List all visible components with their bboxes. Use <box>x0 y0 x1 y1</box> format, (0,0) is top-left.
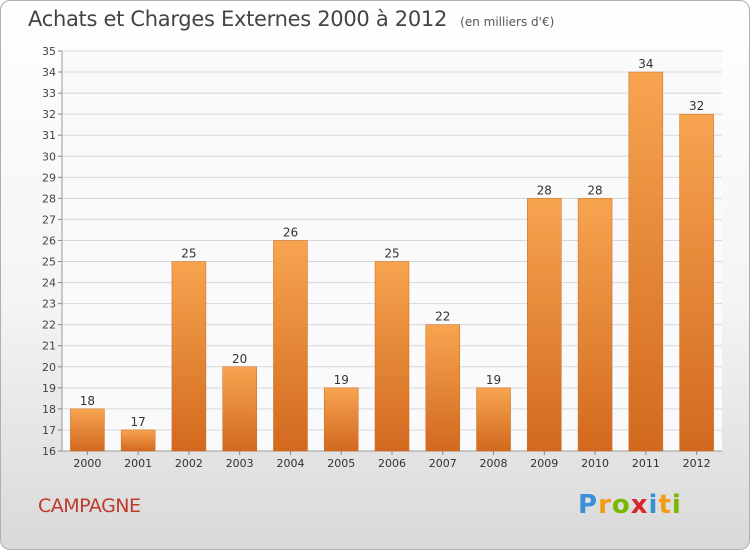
y-tick-label: 17 <box>42 424 56 437</box>
bar <box>476 387 511 452</box>
data-label: 19 <box>486 373 501 387</box>
x-tick-label: 2002 <box>175 457 203 470</box>
logo-letter: r <box>598 490 612 520</box>
x-tick-label: 2009 <box>530 457 558 470</box>
y-tick-label: 25 <box>42 256 56 269</box>
data-label: 26 <box>283 225 298 239</box>
data-label: 18 <box>80 394 95 408</box>
y-tick-label: 21 <box>42 340 56 353</box>
data-label: 32 <box>689 99 704 113</box>
logo-letter: i <box>648 490 659 520</box>
unit-note: (en milliers d'€) <box>460 15 555 29</box>
y-tick-label: 31 <box>42 129 56 142</box>
data-label: 34 <box>638 57 653 71</box>
data-label: 25 <box>384 247 399 261</box>
y-tick-label: 32 <box>42 108 56 121</box>
bar <box>527 198 562 452</box>
logo-letter: P <box>578 490 599 520</box>
y-tick-label: 19 <box>42 382 56 395</box>
y-tick-label: 20 <box>42 361 56 374</box>
chart-title: Achats et Charges Externes 2000 à 2012 <box>28 7 448 31</box>
title-row: Achats et Charges Externes 2000 à 2012 (… <box>28 7 554 31</box>
x-tick-label: 2012 <box>683 457 711 470</box>
x-tick-label: 2008 <box>480 457 508 470</box>
logo-letter: o <box>611 490 631 520</box>
bar <box>628 71 664 452</box>
y-tick-label: 30 <box>42 150 56 163</box>
x-tick-label: 2007 <box>429 457 457 470</box>
y-tick-label: 28 <box>42 192 56 205</box>
data-label: 28 <box>537 183 552 197</box>
bar <box>679 113 714 452</box>
data-label: 28 <box>587 183 602 197</box>
x-tick-label: 2005 <box>327 457 355 470</box>
data-label: 25 <box>181 247 196 261</box>
x-tick-label: 2004 <box>276 457 304 470</box>
bar <box>323 387 359 452</box>
data-label: 19 <box>334 373 349 387</box>
bar <box>222 366 257 452</box>
bar <box>577 198 613 452</box>
commune-name: CAMPAGNE <box>38 495 141 517</box>
x-tick-label: 2003 <box>226 457 254 470</box>
data-label: 20 <box>232 352 247 366</box>
logo-letter: x <box>630 490 649 520</box>
bar <box>374 261 410 452</box>
bar <box>120 429 156 452</box>
y-tick-label: 35 <box>42 45 56 58</box>
bar <box>171 261 207 452</box>
bar <box>273 240 308 452</box>
y-tick-label: 16 <box>42 445 56 458</box>
x-tick-label: 2011 <box>632 457 660 470</box>
y-tick-label: 23 <box>42 298 56 311</box>
x-tick-label: 2006 <box>378 457 406 470</box>
y-tick-label: 26 <box>42 234 56 247</box>
logo-letter: i <box>671 490 682 520</box>
data-label: 17 <box>131 415 146 429</box>
x-tick-label: 2001 <box>124 457 152 470</box>
x-tick-label: 2000 <box>73 457 101 470</box>
y-tick-label: 18 <box>42 403 56 416</box>
y-tick-label: 24 <box>42 277 56 290</box>
x-tick-label: 2010 <box>581 457 609 470</box>
bar <box>70 408 105 452</box>
proxiti-logo: Proxiti <box>578 490 682 520</box>
y-tick-label: 34 <box>42 66 56 79</box>
y-tick-label: 22 <box>42 319 56 332</box>
bar <box>425 324 461 452</box>
data-label: 22 <box>435 310 450 324</box>
y-tick-label: 27 <box>42 213 56 226</box>
y-tick-label: 29 <box>42 171 56 184</box>
y-tick-label: 33 <box>42 87 56 100</box>
logo-letter: t <box>658 490 672 520</box>
